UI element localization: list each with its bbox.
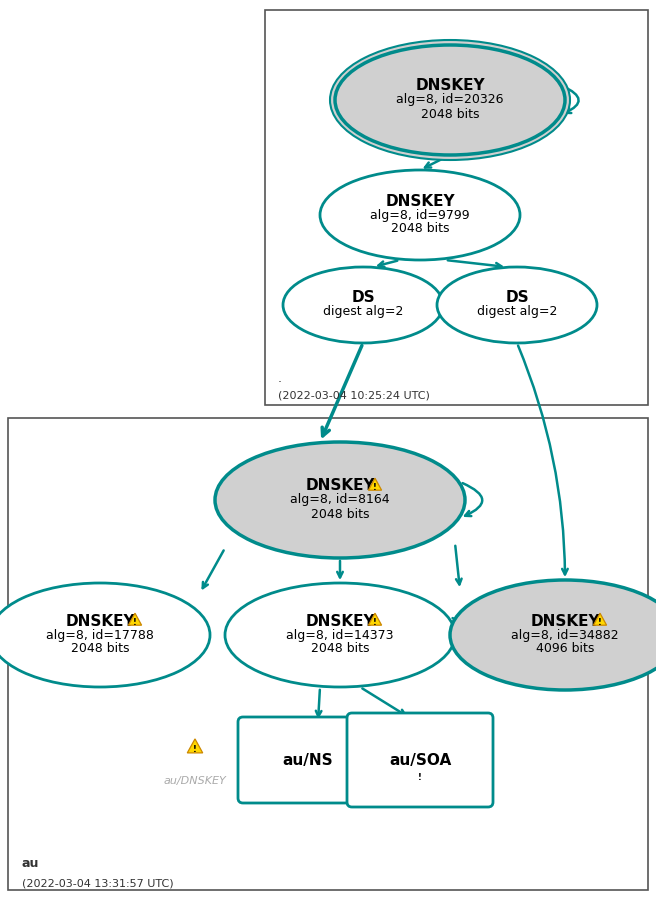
FancyBboxPatch shape <box>8 418 648 890</box>
Ellipse shape <box>283 267 443 343</box>
Text: alg=8, id=20326: alg=8, id=20326 <box>396 94 504 107</box>
Ellipse shape <box>330 40 570 160</box>
Ellipse shape <box>320 170 520 260</box>
Text: (2022-03-04 13:31:57 UTC): (2022-03-04 13:31:57 UTC) <box>22 878 174 888</box>
Text: au/SOA: au/SOA <box>389 753 451 767</box>
Text: au/DNSKEY: au/DNSKEY <box>163 776 226 786</box>
Text: DS: DS <box>351 290 375 305</box>
Text: alg=8, id=8164: alg=8, id=8164 <box>290 494 390 506</box>
Text: 4096 bits: 4096 bits <box>536 642 594 655</box>
Polygon shape <box>129 613 142 625</box>
Text: (2022-03-04 10:25:24 UTC): (2022-03-04 10:25:24 UTC) <box>278 390 430 400</box>
Text: DNSKEY: DNSKEY <box>305 479 375 494</box>
Text: 2048 bits: 2048 bits <box>391 222 449 235</box>
Text: alg=8, id=9799: alg=8, id=9799 <box>370 209 470 221</box>
FancyBboxPatch shape <box>347 713 493 807</box>
Text: !: ! <box>193 745 197 754</box>
Text: DNSKEY: DNSKEY <box>385 194 455 209</box>
Text: !: ! <box>133 618 137 627</box>
Text: alg=8, id=34882: alg=8, id=34882 <box>511 629 619 641</box>
FancyBboxPatch shape <box>238 717 378 803</box>
Ellipse shape <box>0 583 210 687</box>
Text: 2048 bits: 2048 bits <box>71 642 129 655</box>
Text: digest alg=2: digest alg=2 <box>477 305 557 319</box>
FancyBboxPatch shape <box>265 10 648 405</box>
Polygon shape <box>369 613 382 625</box>
Text: alg=8, id=14373: alg=8, id=14373 <box>286 629 394 641</box>
Ellipse shape <box>215 442 465 558</box>
Text: DNSKEY: DNSKEY <box>415 78 485 94</box>
Text: digest alg=2: digest alg=2 <box>323 305 403 319</box>
Ellipse shape <box>450 580 656 690</box>
Text: alg=8, id=17788: alg=8, id=17788 <box>46 629 154 641</box>
Text: 2048 bits: 2048 bits <box>420 108 480 120</box>
Text: DNSKEY: DNSKEY <box>65 614 135 629</box>
Ellipse shape <box>335 45 565 155</box>
Text: !: ! <box>598 618 602 627</box>
Polygon shape <box>188 739 203 753</box>
Text: au: au <box>22 857 39 870</box>
Text: 2048 bits: 2048 bits <box>311 507 369 520</box>
Ellipse shape <box>352 718 488 802</box>
Polygon shape <box>594 613 607 625</box>
Text: .: . <box>278 372 282 385</box>
Text: !: ! <box>373 618 377 627</box>
Text: DNSKEY: DNSKEY <box>530 614 600 629</box>
Text: !: ! <box>373 482 377 492</box>
Ellipse shape <box>437 267 597 343</box>
Text: DS: DS <box>505 290 529 305</box>
Text: 2048 bits: 2048 bits <box>311 642 369 655</box>
Polygon shape <box>369 478 382 490</box>
Text: au/NS: au/NS <box>283 753 333 767</box>
Ellipse shape <box>225 583 455 687</box>
Text: DNSKEY: DNSKEY <box>305 614 375 629</box>
Text: !: ! <box>418 773 422 782</box>
